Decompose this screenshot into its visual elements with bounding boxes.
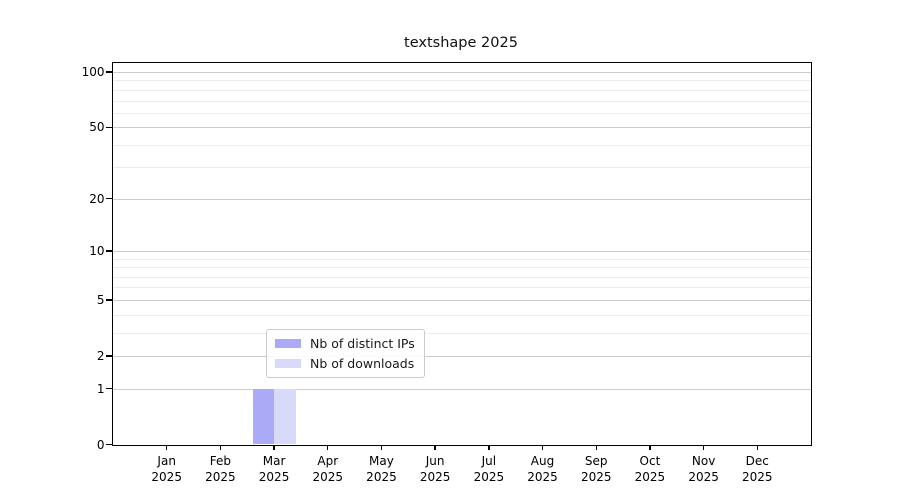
gridline-major-10 <box>113 250 811 252</box>
legend-label-downloads: Nb of downloads <box>310 356 415 371</box>
y-tick-label-1: 1 <box>96 381 105 396</box>
x-tick-month: Feb <box>209 453 231 468</box>
gridline-major-5 <box>113 299 811 301</box>
gridline-minor-7 <box>113 276 811 278</box>
x-tick-month: Mar <box>262 453 286 468</box>
x-tick-month: May <box>369 453 394 468</box>
x-tick-mark-may <box>380 444 383 450</box>
x-tick-label-jul: Jul 2025 <box>474 453 505 485</box>
y-tick-label-100: 100 <box>81 65 105 80</box>
gridline-minor-8 <box>113 267 811 269</box>
x-tick-label-sep: Sep 2025 <box>581 453 612 485</box>
x-tick-year: 2025 <box>419 469 451 484</box>
gridline-minor-6 <box>113 287 811 289</box>
x-tick-month: Aug <box>530 453 555 468</box>
y-tick-mark-5 <box>105 299 112 301</box>
bar-mar-downloads <box>274 388 296 445</box>
bar-mar-distinct-ips <box>252 388 275 445</box>
gridline-minor-70 <box>113 100 811 102</box>
x-tick-month: Jan <box>157 453 176 468</box>
gridline-major-2 <box>113 355 811 357</box>
x-tick-month: Apr <box>317 453 339 468</box>
gridline-minor-9 <box>113 258 811 260</box>
gridline-major-1 <box>113 388 811 390</box>
x-tick-year: 2025 <box>473 469 505 484</box>
legend-label-distinct-ips: Nb of distinct IPs <box>310 336 415 351</box>
y-tick-mark-100 <box>105 71 112 73</box>
x-tick-label-nov: Nov 2025 <box>688 453 719 485</box>
y-tick-mark-2 <box>105 355 112 357</box>
x-tick-month: Oct <box>639 453 661 468</box>
x-tick-label-dec: Dec 2025 <box>742 453 773 485</box>
x-tick-mark-aug <box>541 444 544 450</box>
x-tick-label-apr: Apr 2025 <box>312 453 343 485</box>
x-tick-mark-oct <box>649 444 651 450</box>
y-tick-mark-20 <box>105 198 112 200</box>
x-tick-month: Nov <box>691 453 716 468</box>
legend: Nb of distinct IPs Nb of downloads <box>266 329 425 378</box>
x-tick-mark-jun <box>434 444 436 450</box>
y-tick-mark-0 <box>105 443 112 446</box>
y-tick-label-10: 10 <box>89 243 105 258</box>
gridline-minor-3 <box>113 332 811 334</box>
x-tick-label-mar: Mar 2025 <box>259 453 290 485</box>
legend-row-distinct-ips: Nb of distinct IPs <box>275 336 415 351</box>
x-tick-year: 2025 <box>205 469 236 484</box>
gridline-minor-60 <box>113 112 811 114</box>
y-tick-label-2: 2 <box>96 348 105 363</box>
x-tick-mark-sep <box>595 444 597 450</box>
y-tick-mark-10 <box>105 250 112 252</box>
y-tick-label-20: 20 <box>89 191 105 206</box>
x-tick-mark-feb <box>219 444 222 450</box>
gridline-minor-30 <box>113 167 811 169</box>
x-tick-mark-nov <box>702 444 705 450</box>
x-tick-label-aug: Aug 2025 <box>527 453 558 485</box>
x-tick-year: 2025 <box>258 469 290 484</box>
x-tick-mark-dec <box>756 444 758 450</box>
x-tick-year: 2025 <box>312 469 344 484</box>
x-tick-label-may: May 2025 <box>366 453 397 485</box>
gridline-major-100 <box>113 72 811 74</box>
x-tick-label-jun: Jun 2025 <box>420 453 451 485</box>
gridline-minor-90 <box>113 80 811 82</box>
gridline-major-20 <box>113 198 811 200</box>
gridline-minor-4 <box>113 314 811 316</box>
x-tick-label-feb: Feb 2025 <box>205 453 236 485</box>
chart-title: textshape 2025 <box>404 35 518 51</box>
y-tick-label-0: 0 <box>96 437 105 452</box>
x-tick-label-oct: Oct 2025 <box>635 453 666 485</box>
legend-swatch-distinct-ips <box>275 339 301 348</box>
x-tick-month: Sep <box>584 453 608 468</box>
gridline-minor-40 <box>113 144 811 146</box>
y-tick-label-50: 50 <box>89 120 105 135</box>
x-tick-month: Jun <box>425 453 445 468</box>
legend-swatch-downloads <box>275 359 301 368</box>
y-tick-mark-1 <box>105 387 112 390</box>
x-tick-year: 2025 <box>634 469 666 484</box>
x-tick-month: Dec <box>745 453 769 468</box>
x-tick-mark-jan <box>165 444 168 450</box>
x-tick-mark-mar <box>273 444 275 450</box>
y-tick-mark-50 <box>105 126 112 128</box>
plot-area: 0 1 2 5 10 20 50 100 Jan 2025 Feb 2025 Mar 2025 Apr 202… <box>82 62 812 484</box>
x-tick-year: 2025 <box>366 469 397 484</box>
x-tick-year: 2025 <box>688 469 719 484</box>
x-tick-month: Jul <box>481 453 497 468</box>
x-tick-label-jan: Jan 2025 <box>151 453 182 485</box>
gridline-major-50 <box>113 127 811 129</box>
legend-row-downloads: Nb of downloads <box>275 356 415 371</box>
x-tick-year: 2025 <box>742 469 773 484</box>
x-tick-year: 2025 <box>527 469 558 484</box>
x-tick-year: 2025 <box>151 469 182 484</box>
x-tick-year: 2025 <box>580 469 612 484</box>
x-tick-mark-apr <box>327 444 329 450</box>
y-tick-label-5: 5 <box>96 292 105 307</box>
x-tick-mark-jul <box>488 444 490 450</box>
gridline-minor-80 <box>113 89 811 91</box>
